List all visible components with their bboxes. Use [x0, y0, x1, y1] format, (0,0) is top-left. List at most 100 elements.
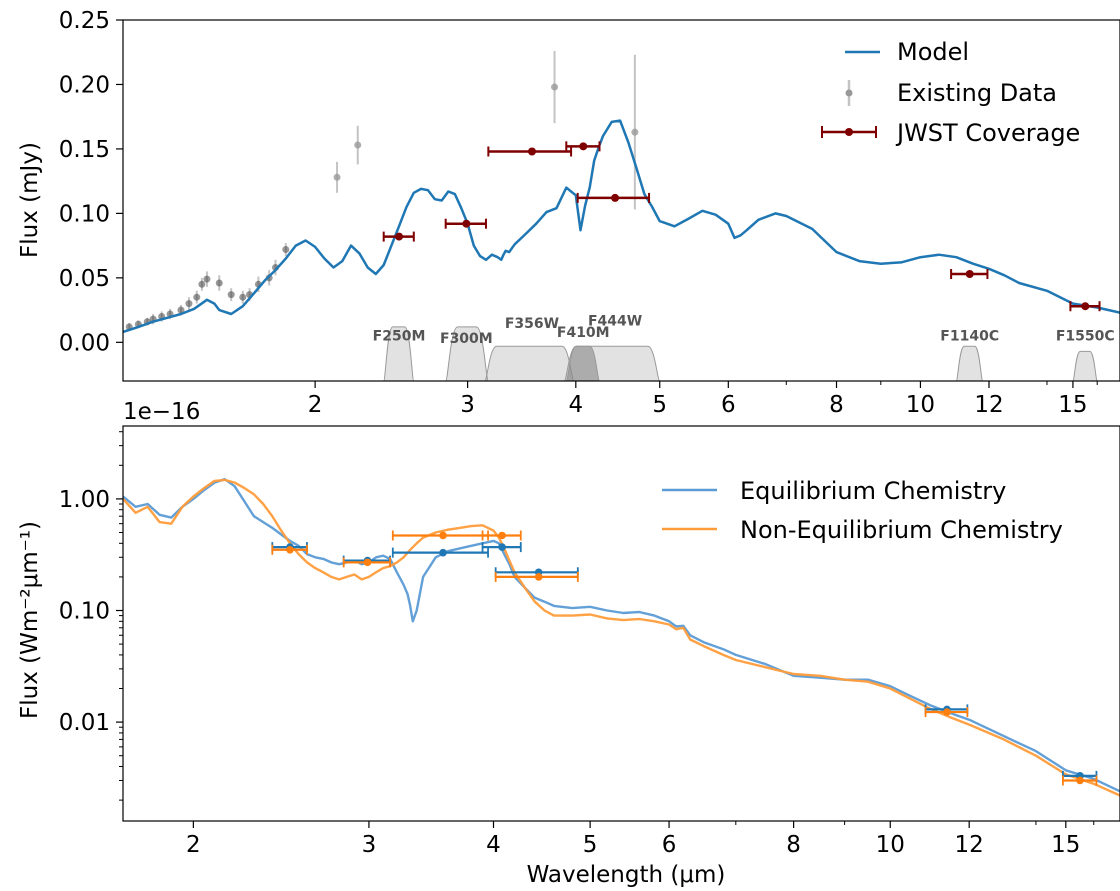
- filter-curve-f356w: [484, 345, 575, 381]
- filter-throughput-curves: [383, 326, 1098, 381]
- top-x-tick-label: 10: [906, 392, 935, 418]
- jwst-point: [611, 193, 620, 202]
- top-legend: Model Existing Data JWST Coverage: [821, 38, 1080, 147]
- bottom-x-tick-label: 8: [786, 832, 801, 858]
- nonequilibrium-errorbar-point: [498, 531, 506, 540]
- filter-label-f410m: F410M: [557, 325, 610, 341]
- model-line: [123, 119, 1120, 334]
- filter-label-f1140c: F1140C: [940, 328, 999, 344]
- bottom-y-tick-label: 1.00: [59, 487, 110, 513]
- legend-existing-label: Existing Data: [897, 79, 1057, 107]
- jwst-point: [579, 142, 588, 151]
- jwst-point: [462, 219, 471, 228]
- bottom-x-tick-label: 3: [362, 832, 377, 858]
- bottom-x-tick-label: 2: [186, 832, 201, 858]
- bottom-x-tick-label: 10: [876, 832, 905, 858]
- model-line-path: [123, 119, 1120, 334]
- nonequilibrium-errorbar-point: [286, 545, 294, 554]
- equilibrium-errorbar-point: [498, 543, 506, 551]
- top-x-tick-label: 12: [974, 392, 1003, 418]
- bottom-y-tick-label: 0.10: [59, 599, 110, 625]
- equilibrium-errorbar-point: [439, 548, 447, 557]
- existing-data-point: [203, 275, 211, 283]
- legend-equilibrium-label: Equilibrium Chemistry: [740, 477, 1006, 505]
- legend-existing-swatch-dot: [845, 89, 853, 97]
- nonequilibrium-errorbar-point: [1076, 776, 1084, 785]
- top-axes-frame: [122, 19, 1120, 382]
- jwst-coverage-points: [382, 141, 1101, 312]
- top-x-tick-label: 4: [568, 392, 583, 418]
- legend-model-label: Model: [897, 38, 969, 66]
- top-y-tick-label: 0.10: [59, 201, 110, 227]
- existing-data-point: [185, 300, 193, 308]
- existing-data-point: [333, 173, 341, 181]
- filter-label-f300m: F300M: [440, 331, 493, 347]
- jwst-point: [395, 232, 404, 241]
- legend-jwst-swatch-dot: [845, 128, 853, 136]
- bottom-x-axis: 2 3 4 5 6 8 10 12 15: [186, 821, 1095, 858]
- bottom-x-tick-label: 4: [486, 832, 501, 858]
- existing-data-point: [177, 306, 185, 314]
- bottom-x-tick-label: 15: [1051, 832, 1080, 858]
- existing-data-point: [631, 128, 639, 136]
- existing-data-point: [354, 141, 362, 149]
- top-x-tick-label: 5: [652, 392, 667, 418]
- nonequilibrium-errorbar-point: [943, 708, 951, 716]
- existing-data-point: [282, 245, 290, 253]
- filter-label-f250m: F250M: [373, 328, 426, 344]
- bottom-x-tick-label: 5: [583, 832, 598, 858]
- existing-data-point: [551, 83, 559, 91]
- top-y-tick-label: 0.25: [59, 8, 110, 34]
- existing-data-point: [227, 291, 235, 299]
- legend-jwst-label: JWST Coverage: [895, 119, 1080, 147]
- chemistry-errorbars: [271, 530, 1098, 786]
- existing-data-points: [125, 50, 639, 331]
- bottom-x-tick-label: 6: [662, 832, 677, 858]
- nonequilibrium-errorbar-point: [534, 573, 543, 581]
- jwst-point: [965, 269, 974, 278]
- existing-data-point: [193, 293, 201, 301]
- bottom-y-axis-label: Flux (Wm⁻²μm⁻¹): [17, 521, 43, 719]
- existing-data-point: [215, 279, 223, 287]
- top-y-tick-label: 0.20: [59, 72, 110, 98]
- top-x-tick-label: 3: [460, 392, 475, 418]
- filter-curve-f1550c: [1072, 350, 1098, 381]
- bottom-y-tick-label: 0.01: [59, 710, 110, 736]
- existing-data-point: [239, 293, 247, 301]
- jwst-point: [1081, 302, 1090, 311]
- top-x-tick-label: 8: [829, 392, 844, 418]
- filter-curve-f250m: [383, 326, 415, 381]
- bottom-axes-frame: [122, 425, 1120, 822]
- nonequilibrium-errorbar-point: [439, 531, 447, 540]
- top-x-tick-label: 2: [308, 392, 323, 418]
- chemistry-lines: [123, 478, 1120, 797]
- top-y-axis-label: Flux (mJy): [17, 142, 43, 258]
- equilibrium-line: [123, 478, 1120, 793]
- legend-nonequilibrium-label: Non-Equilibrium Chemistry: [740, 516, 1063, 544]
- filter-curve-f444w: [563, 345, 661, 381]
- nonequilibrium-line: [123, 478, 1120, 797]
- top-y-axis: 0.00 0.05 0.10 0.15 0.20 0.25: [59, 8, 123, 356]
- top-y-tick-label: 0.05: [59, 266, 110, 292]
- bottom-x-axis-label: Wavelength (μm): [527, 862, 726, 888]
- filter-curve-f1140c: [955, 345, 984, 381]
- bottom-offset-text: 1e−16: [123, 399, 200, 425]
- filter-label-f1550c: F1550C: [1056, 328, 1115, 344]
- top-x-tick-label: 15: [1058, 392, 1087, 418]
- top-x-axis: 2 3 4 5 6 8 10 12 15: [308, 381, 1098, 418]
- bottom-legend: Equilibrium Chemistry Non-Equilibrium Ch…: [662, 477, 1063, 544]
- top-x-tick-label: 6: [721, 392, 736, 418]
- nonequilibrium-errorbar-point: [363, 558, 372, 567]
- top-y-tick-label: 0.00: [59, 330, 110, 356]
- existing-data-point: [198, 280, 206, 288]
- jwst-point: [527, 147, 536, 156]
- bottom-y-axis: 0.01 0.10 1.00: [59, 431, 123, 801]
- bottom-chart: 2 3 4 5 6 8 10 12 15 0.01 0.10 1.00 1e−16 Waveleng…: [17, 399, 1120, 888]
- filter-label-f444w: F444W: [588, 314, 642, 330]
- bottom-x-tick-label: 12: [955, 832, 984, 858]
- top-y-tick-label: 0.15: [59, 137, 110, 163]
- filter-label-f356w: F356W: [505, 316, 559, 332]
